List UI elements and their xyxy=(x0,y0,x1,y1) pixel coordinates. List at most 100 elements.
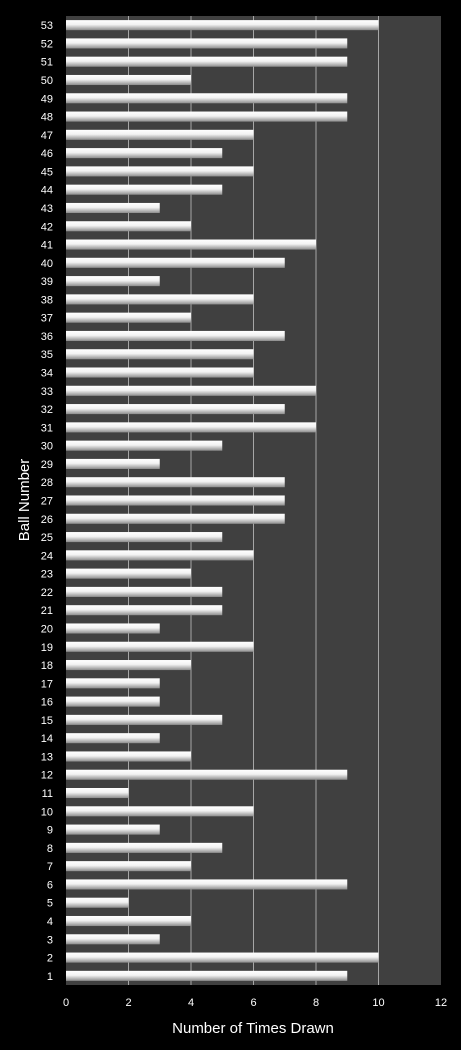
y-tick-label: 32 xyxy=(41,404,53,416)
y-tick-label: 13 xyxy=(41,751,53,763)
y-tick-label: 47 xyxy=(41,130,53,142)
bar-ball-4 xyxy=(66,915,191,927)
y-tick-label: 12 xyxy=(41,770,53,782)
y-tick-label: 8 xyxy=(47,843,53,855)
y-tick-label: 11 xyxy=(42,788,53,800)
y-tick-labels: 1234567891011121314151617181920212223242… xyxy=(41,20,53,983)
bar-ball-40 xyxy=(66,257,285,268)
y-tick-label: 26 xyxy=(41,514,53,526)
bar-ball-49 xyxy=(66,93,348,104)
y-tick-label: 38 xyxy=(41,294,53,306)
x-axis-title: Number of Times Drawn xyxy=(172,1020,334,1037)
bar-ball-10 xyxy=(66,806,254,817)
bar-ball-30 xyxy=(66,440,223,451)
y-tick-label: 43 xyxy=(41,203,53,215)
x-tick-label: 4 xyxy=(188,997,194,1009)
y-tick-label: 28 xyxy=(41,477,53,489)
y-tick-label: 16 xyxy=(41,697,53,709)
bar-ball-33 xyxy=(66,385,316,396)
bar-ball-34 xyxy=(66,367,254,378)
x-tick-label: 12 xyxy=(435,997,447,1009)
y-tick-label: 6 xyxy=(47,879,53,891)
y-tick-label: 27 xyxy=(41,496,53,508)
y-tick-label: 42 xyxy=(41,221,53,233)
y-tick-label: 2 xyxy=(47,953,53,965)
bar-ball-19 xyxy=(66,641,254,652)
bar-ball-11 xyxy=(66,788,129,799)
y-tick-label: 49 xyxy=(41,93,53,105)
bar-ball-41 xyxy=(66,239,316,250)
y-tick-label: 53 xyxy=(41,20,53,32)
bar-ball-23 xyxy=(66,568,191,579)
bar-ball-36 xyxy=(66,330,285,341)
y-tick-label: 7 xyxy=(47,861,53,873)
bar-ball-8 xyxy=(66,842,223,853)
y-tick-label: 41 xyxy=(41,240,53,252)
bar-ball-20 xyxy=(66,623,160,634)
y-tick-label: 35 xyxy=(41,349,53,361)
y-tick-label: 29 xyxy=(41,459,53,471)
bar-ball-52 xyxy=(66,38,348,49)
x-tick-label: 6 xyxy=(250,997,256,1009)
y-tick-label: 46 xyxy=(41,148,53,160)
y-tick-label: 50 xyxy=(41,75,53,87)
y-tick-label: 48 xyxy=(41,112,53,124)
y-tick-label: 37 xyxy=(41,313,53,325)
y-tick-label: 24 xyxy=(41,550,53,562)
y-tick-label: 17 xyxy=(41,678,53,690)
bar-ball-12 xyxy=(66,769,348,780)
bar-ball-7 xyxy=(66,861,191,872)
bar-ball-48 xyxy=(66,111,348,122)
bar-ball-29 xyxy=(66,458,160,469)
bar-ball-53 xyxy=(66,20,379,31)
bar-ball-1 xyxy=(66,970,348,981)
y-tick-label: 52 xyxy=(41,38,53,50)
bar-ball-39 xyxy=(66,276,160,287)
bar-ball-51 xyxy=(66,56,348,67)
bar-ball-21 xyxy=(66,605,223,616)
bar-ball-18 xyxy=(66,660,191,671)
y-tick-label: 40 xyxy=(41,258,53,270)
x-tick-label: 2 xyxy=(125,997,131,1009)
y-tick-label: 3 xyxy=(47,934,53,946)
bar-ball-14 xyxy=(66,733,160,744)
bar-ball-35 xyxy=(66,349,254,360)
y-tick-label: 1 xyxy=(47,971,53,983)
y-tick-label: 30 xyxy=(41,441,53,453)
y-tick-label: 19 xyxy=(41,642,53,654)
bars xyxy=(66,20,379,981)
y-tick-label: 9 xyxy=(47,825,53,837)
y-tick-label: 23 xyxy=(41,569,53,581)
bar-ball-22 xyxy=(66,586,223,597)
bar-ball-15 xyxy=(66,714,223,725)
y-tick-label: 34 xyxy=(41,368,53,380)
x-tick-label: 10 xyxy=(372,997,384,1009)
y-tick-label: 44 xyxy=(41,185,53,197)
y-tick-label: 31 xyxy=(41,422,53,434)
x-tick-label: 0 xyxy=(63,997,69,1009)
bar-ball-38 xyxy=(66,294,254,305)
bar-ball-17 xyxy=(66,678,160,689)
bar-ball-46 xyxy=(66,148,223,159)
y-tick-label: 45 xyxy=(41,166,53,178)
bar-ball-28 xyxy=(66,477,285,488)
y-tick-label: 51 xyxy=(41,57,53,69)
bar-ball-16 xyxy=(66,696,160,707)
y-tick-label: 4 xyxy=(47,916,53,928)
y-tick-label: 39 xyxy=(41,276,53,288)
y-tick-label: 20 xyxy=(41,623,53,635)
y-tick-label: 18 xyxy=(41,660,53,672)
bar-ball-24 xyxy=(66,550,254,561)
bar-ball-6 xyxy=(66,879,348,890)
y-tick-label: 15 xyxy=(41,715,53,727)
bar-ball-9 xyxy=(66,824,160,835)
y-tick-label: 14 xyxy=(41,733,53,745)
bar-ball-37 xyxy=(66,312,191,323)
bar-ball-25 xyxy=(66,532,223,543)
y-tick-label: 21 xyxy=(41,605,53,617)
bar-ball-5 xyxy=(66,897,129,908)
y-tick-label: 33 xyxy=(41,386,53,398)
x-tick-label: 8 xyxy=(313,997,319,1009)
bar-ball-27 xyxy=(66,495,285,506)
